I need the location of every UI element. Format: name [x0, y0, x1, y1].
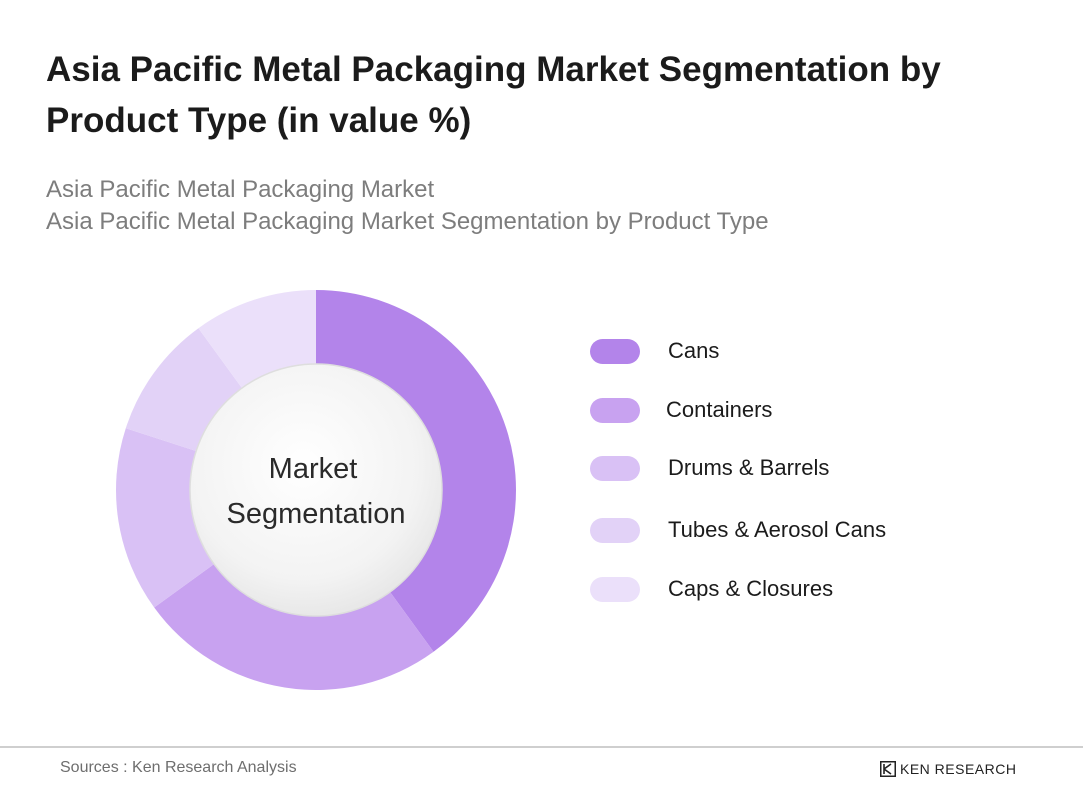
legend-item-caps-closures: Caps & Closures [590, 574, 990, 604]
legend-label: Drums & Barrels [668, 455, 830, 480]
legend-item-tubes-aerosol-cans: Tubes & Aerosol Cans [590, 515, 990, 545]
chart-title: Asia Pacific Metal Packaging Market Segm… [46, 50, 941, 140]
legend-label: Containers [666, 397, 773, 422]
legend-item-containers: Containers [590, 395, 990, 425]
legend-item-drums-barrels: Drums & Barrels [590, 453, 990, 483]
brand-logo: KEN RESEARCH [880, 760, 1040, 780]
legend-swatch [590, 456, 640, 481]
donut-chart: Market Segmentation [116, 290, 516, 690]
legend-label: Caps & Closures [668, 576, 834, 601]
brand-text: KEN RESEARCH [900, 761, 1017, 777]
legend-swatch [590, 339, 640, 364]
subtitle-line-1: Asia Pacific Metal Packaging Market [46, 176, 435, 203]
legend-label: Cans [668, 338, 720, 363]
legend-swatch [590, 518, 640, 543]
center-label-line-2: Segmentation [227, 498, 406, 530]
subtitle: Asia Pacific Metal Packaging Market Asia… [46, 174, 1046, 238]
subtitle-line-2: Asia Pacific Metal Packaging Market Segm… [46, 208, 769, 235]
legend-item-cans: Cans [590, 336, 990, 366]
center-disc [189, 363, 443, 617]
footer-divider [0, 746, 1083, 748]
legend-label: Tubes & Aerosol Cans [668, 517, 887, 542]
center-label-line-1: Market [269, 453, 358, 485]
legend-swatch [590, 577, 640, 602]
ken-research-logo-icon [880, 761, 896, 777]
legend: Cans Containers Drums & Barrels Tubes & … [590, 336, 1010, 616]
source-note: Sources : Ken Research Analysis [60, 759, 297, 776]
legend-swatch [590, 398, 640, 423]
